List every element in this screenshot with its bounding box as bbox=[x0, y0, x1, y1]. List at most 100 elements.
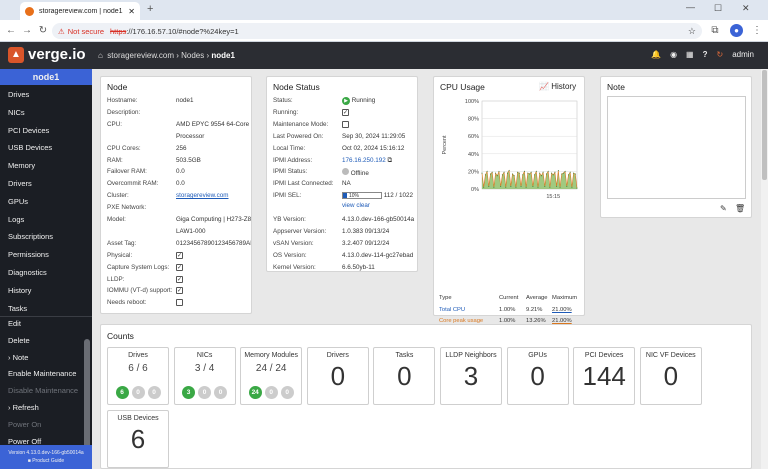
reload-icon[interactable]: ↻ bbox=[38, 25, 48, 36]
sidebar-item-logs[interactable]: Logs bbox=[8, 214, 25, 224]
node-value: 503.5GB bbox=[176, 156, 201, 164]
edit-note-icon[interactable]: ✎ bbox=[720, 204, 727, 213]
sidebar-action-refresh[interactable]: › Refresh bbox=[8, 403, 39, 412]
data-point bbox=[547, 170, 549, 172]
count-tile-usb-devices[interactable]: USB Devices 6 bbox=[107, 410, 169, 468]
vergeio-logo[interactable]: ▲ verge.io bbox=[8, 46, 86, 63]
sidebar: node1 Drives NICs PCI Devices USB Devices Me… bbox=[0, 69, 92, 469]
sidebar-scrollbar[interactable] bbox=[84, 339, 90, 459]
url-scheme: https bbox=[110, 26, 127, 36]
capture-system-logs-checkbox[interactable]: ✓ bbox=[176, 263, 183, 271]
cluster-link[interactable]: storagereview.com bbox=[176, 192, 229, 200]
profile-avatar[interactable]: ● bbox=[730, 24, 743, 37]
status-dot: 0 bbox=[198, 386, 212, 399]
sidebar-item-usb-devices[interactable]: USB Devices bbox=[8, 143, 53, 153]
data-point bbox=[500, 185, 502, 187]
back-icon[interactable]: ← bbox=[6, 25, 16, 36]
sidebar-item-memory[interactable]: Memory bbox=[8, 161, 36, 171]
count-tile-lldp-neighbors[interactable]: LLDP Neighbors 3 bbox=[440, 347, 502, 405]
counts-card: Counts Drives 6 / 6 6 0 0 NICs 3 / 4 3 0 0 Memory … bbox=[100, 324, 752, 469]
delete-note-icon[interactable]: 🗑 bbox=[735, 204, 746, 213]
sidebar-item-diagnostics[interactable]: Diagnostics bbox=[8, 268, 47, 277]
running-checkbox[interactable]: ✓ bbox=[342, 108, 349, 116]
sidebar-item-drivers[interactable]: Drivers bbox=[8, 179, 32, 188]
data-point bbox=[554, 171, 556, 173]
notifications-icon[interactable]: 🔔 bbox=[651, 50, 662, 59]
sidebar-item-history[interactable]: History bbox=[8, 285, 32, 295]
sidebar-item-permissions[interactable]: Permissions bbox=[8, 250, 49, 260]
count-tile-drivers[interactable]: Drivers 0 bbox=[306, 347, 369, 405]
maximize-icon[interactable]: ☐ bbox=[714, 3, 723, 13]
cpu-col-header: Type bbox=[439, 295, 452, 301]
sidebar-action-power-off[interactable]: Power Off bbox=[8, 437, 41, 446]
maintenance-mode-checkbox[interactable] bbox=[342, 120, 349, 128]
sidebar-action-edit[interactable]: Edit bbox=[8, 319, 21, 328]
copy-icon[interactable]: ⧉ bbox=[387, 156, 393, 164]
ipmi-address-link[interactable]: 176.16.250.192 bbox=[342, 156, 386, 164]
version-label: Version 4.13.0.dev-166-gb50014a bbox=[8, 450, 84, 456]
view-link[interactable]: view bbox=[342, 202, 355, 210]
sidebar-item-nics[interactable]: NICs bbox=[8, 107, 25, 117]
dashboard-icon[interactable]: ▦ bbox=[686, 50, 694, 59]
history-button[interactable]: 📈 History bbox=[539, 82, 576, 91]
close-tab-icon[interactable]: ✕ bbox=[128, 6, 135, 16]
sidebar-item-tasks[interactable]: Tasks bbox=[8, 303, 28, 313]
minimize-icon[interactable]: — bbox=[686, 2, 695, 12]
lldp-checkbox[interactable]: ✓ bbox=[176, 275, 183, 283]
count-label: NICs bbox=[196, 352, 213, 359]
note-card: Note ✎ 🗑 bbox=[600, 76, 752, 218]
sidebar-item-drives[interactable]: Drives bbox=[8, 90, 30, 99]
extensions-icon[interactable]: ⧉ bbox=[711, 25, 719, 36]
browser-menu-icon[interactable]: ⋮ bbox=[752, 25, 762, 36]
physical-checkbox[interactable]: ✓ bbox=[176, 251, 183, 259]
user-name[interactable]: admin bbox=[732, 50, 754, 59]
iommu-vt-d-support-checkbox[interactable]: ✓ bbox=[176, 287, 183, 295]
cpu-current: 1.00% bbox=[499, 318, 516, 324]
product-guide-link[interactable]: ■ Product Guide bbox=[0, 457, 92, 465]
sidebar-item-gpus[interactable]: GPUs bbox=[8, 196, 29, 206]
clear-link[interactable]: clear bbox=[356, 202, 371, 210]
count-tile-nic-vf-devices[interactable]: NIC VF Devices 0 bbox=[639, 347, 702, 405]
x-tick-label: 15:15 bbox=[546, 194, 560, 200]
new-tab-icon[interactable]: + bbox=[147, 3, 154, 15]
y-tick-label: 40% bbox=[468, 152, 479, 158]
cpu-chart-svg: 100% 80% 60% 40% 20% 0% Percent 15:15 bbox=[442, 99, 578, 200]
sidebar-item-pci-devices[interactable]: PCI Devices bbox=[8, 125, 50, 135]
sidebar-action-label: Power On bbox=[8, 419, 42, 429]
count-label: Drives bbox=[128, 352, 148, 359]
page-scrollbar-thumb[interactable] bbox=[762, 70, 767, 180]
sidebar-action-delete[interactable]: Delete bbox=[8, 336, 30, 345]
sidebar-action-label: Power Off bbox=[8, 436, 42, 446]
sidebar-item-subscriptions[interactable]: Subscriptions bbox=[8, 232, 54, 242]
page-scrollbar[interactable] bbox=[761, 69, 768, 469]
sidebar-action-disable-maintenance[interactable]: Disable Maintenance bbox=[8, 386, 78, 395]
node-key: RAM: bbox=[107, 156, 123, 164]
breadcrumb-nodes[interactable]: Nodes bbox=[181, 51, 205, 60]
rss-icon[interactable]: ◉ bbox=[670, 50, 678, 59]
close-window-icon[interactable]: ✕ bbox=[742, 3, 750, 13]
forward-icon[interactable]: → bbox=[22, 25, 32, 36]
home-icon[interactable]: ⌂ bbox=[98, 51, 103, 60]
count-tile-tasks[interactable]: Tasks 0 bbox=[373, 347, 436, 405]
note-textarea[interactable] bbox=[607, 96, 746, 199]
ipmi-sel-pct: 10% bbox=[349, 193, 360, 200]
count-tile-memory-modules[interactable]: Memory Modules 24 / 24 24 0 0 bbox=[240, 347, 303, 405]
sidebar-action-power-on[interactable]: Power On bbox=[8, 420, 41, 429]
sidebar-action-note[interactable]: › Note bbox=[8, 353, 28, 362]
not-secure-label[interactable]: Not secure bbox=[67, 26, 105, 36]
address-bar[interactable]: ⚠ Not secure https ://176.16.57.10/#node… bbox=[52, 23, 702, 39]
breadcrumb-root[interactable]: storagereview.com bbox=[107, 51, 174, 60]
count-tile-gpus[interactable]: GPUs 0 bbox=[506, 347, 569, 405]
bookmark-star-icon[interactable]: ☆ bbox=[687, 25, 696, 36]
count-tile-pci-devices[interactable]: PCI Devices 144 bbox=[573, 347, 636, 405]
sync-icon[interactable]: ↻ bbox=[716, 50, 724, 59]
needs-reboot-checkbox[interactable] bbox=[176, 299, 183, 307]
chart-icon: 📈 bbox=[539, 82, 549, 91]
browser-tab[interactable]: storagereview.com | node1 ✕ bbox=[20, 2, 140, 20]
sidebar-action-enable-maintenance[interactable]: Enable Maintenance bbox=[8, 369, 76, 378]
breadcrumb: ⌂ storagereview.com › Nodes › node1 bbox=[98, 51, 235, 60]
help-icon[interactable]: ? bbox=[702, 50, 708, 59]
node-value: 01234567890123456789AB bbox=[176, 239, 251, 247]
